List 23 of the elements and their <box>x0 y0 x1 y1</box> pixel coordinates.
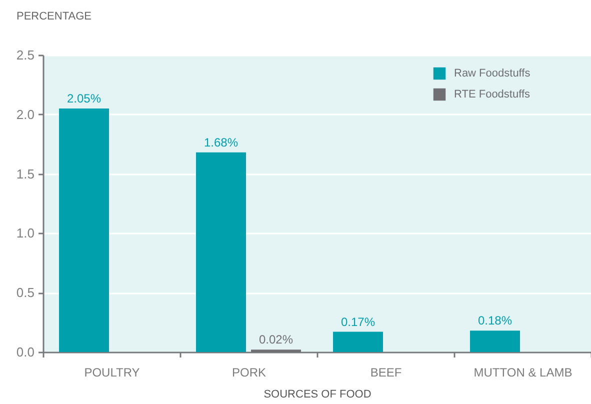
y-tick-label: 2.5 <box>16 48 34 62</box>
y-tick-label: 2.0 <box>16 106 34 122</box>
x-tick-label: POULTRY <box>84 366 140 380</box>
legend-label: Raw Foodstuffs <box>454 68 531 80</box>
bar <box>470 330 520 352</box>
data-label: 2.05% <box>66 91 102 106</box>
data-label: 1.68% <box>204 135 238 150</box>
x-tick-label: BEEF <box>370 366 402 380</box>
data-label: 0.18% <box>478 314 512 328</box>
y-tick-label: 1.5 <box>16 166 34 182</box>
data-label: 0.02% <box>258 332 294 347</box>
data-label: 0.17% <box>340 314 376 329</box>
x-axis-title: SOURCES OF FOOD <box>264 388 372 400</box>
legend-label: RTE Foodstuffs <box>454 88 531 100</box>
bar <box>59 108 109 352</box>
bar <box>333 332 383 352</box>
y-tick-label: 0.5 <box>16 285 34 300</box>
y-axis-title: PERCENTAGE <box>16 10 92 22</box>
x-tick-label: PORK <box>232 366 266 380</box>
y-tick-label: 1.0 <box>16 226 34 241</box>
y-tick-label: 0.0 <box>16 344 34 360</box>
x-tick-label: MUTTON & LAMB <box>474 366 572 380</box>
bar <box>196 152 246 352</box>
